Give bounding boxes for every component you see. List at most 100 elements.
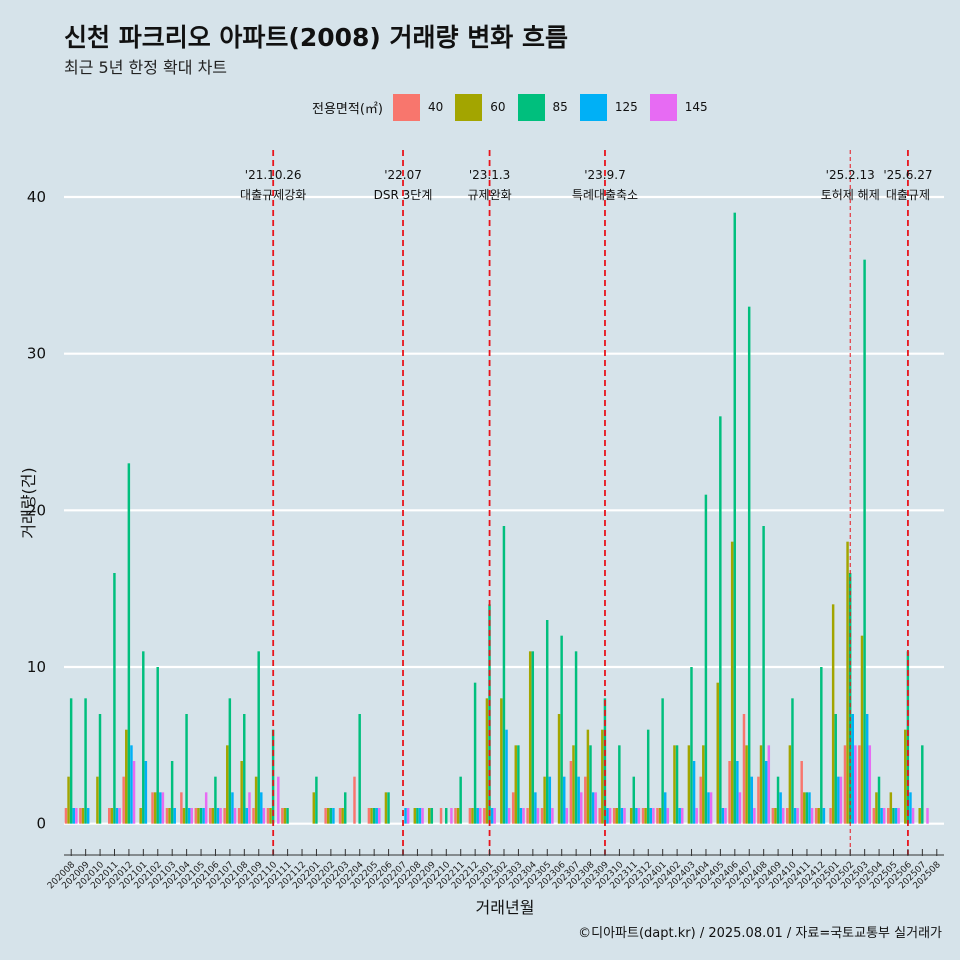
- bar-202210-40: [439, 808, 443, 824]
- y-tick-label-40: 40: [27, 188, 46, 206]
- bar-202302-145: [507, 808, 511, 824]
- bar-202311-145: [637, 808, 641, 824]
- bar-202008-85: [69, 698, 73, 824]
- legend-swatch-145: [649, 93, 677, 121]
- bar-202310-145: [623, 808, 626, 824]
- bar-202105-125: [202, 808, 205, 824]
- legend-swatch-40: [392, 93, 420, 121]
- bar-202205-85: [372, 808, 376, 824]
- bar-202202-60: [326, 808, 330, 824]
- bar-202102-40: [151, 792, 154, 824]
- bar-202307-85: [574, 651, 578, 824]
- bar-202110-85: [271, 729, 275, 824]
- bar-202110-145: [277, 776, 280, 824]
- bar-202210-85: [445, 808, 448, 824]
- bar-202303-85: [517, 745, 520, 824]
- bars: [64, 212, 929, 824]
- bar-202503-40: [858, 745, 861, 824]
- bar-202304-60: [528, 651, 532, 824]
- bar-202008-125: [72, 808, 75, 824]
- bar-202407-60: [745, 745, 748, 824]
- bar-202105-145: [204, 792, 208, 824]
- bar-202107-145: [233, 808, 237, 824]
- bar-202305-60: [543, 776, 546, 824]
- bar-202104-85: [185, 714, 188, 824]
- bar-202302-60: [500, 698, 503, 824]
- bar-202411-40: [800, 761, 803, 824]
- bar-202205-125: [375, 808, 378, 824]
- bar-202504-145: [882, 808, 886, 824]
- bar-202302-125: [505, 729, 508, 824]
- bar-202505-40: [887, 808, 890, 824]
- bar-202503-85: [863, 259, 866, 824]
- bar-202105-40: [194, 808, 198, 824]
- bar-202406-145: [738, 792, 742, 824]
- bar-202408-40: [757, 776, 760, 824]
- bar-202102-60: [153, 792, 157, 824]
- bar-202409-40: [771, 808, 775, 824]
- bar-202310-125: [620, 808, 624, 824]
- event-date-1: '22.07: [384, 168, 422, 182]
- bar-202304-40: [526, 808, 529, 824]
- chart-title: 신천 파크리오 아파트(2008) 거래량 변화 흐름: [64, 23, 568, 52]
- bar-202407-125: [750, 776, 754, 824]
- bar-202410-125: [793, 808, 797, 824]
- bar-202111-60: [283, 808, 287, 824]
- bar-202308-85: [589, 745, 592, 824]
- bar-202208-85: [416, 808, 419, 824]
- bar-202402-85: [675, 745, 679, 824]
- bar-202212-125: [476, 808, 479, 824]
- bar-202309-60: [601, 729, 604, 824]
- bar-202507-145: [926, 808, 929, 824]
- bar-202304-125: [534, 792, 537, 824]
- bar-202312-85: [646, 729, 650, 824]
- bar-202109-40: [252, 808, 255, 824]
- bar-202506-60: [904, 729, 907, 824]
- bar-202303-40: [511, 792, 515, 824]
- bar-202505-125: [894, 808, 898, 824]
- bar-202406-60: [730, 541, 734, 824]
- bar-202405-145: [724, 808, 727, 824]
- bar-202202-85: [329, 808, 333, 824]
- bar-202203-40: [338, 808, 342, 824]
- bar-202108-60: [240, 761, 243, 824]
- bar-202308-125: [591, 792, 595, 824]
- bar-202507-60: [918, 808, 921, 824]
- bar-202010-85: [98, 714, 102, 824]
- bar-202404-85: [704, 494, 708, 824]
- bar-202403-125: [692, 761, 696, 824]
- bar-202104-145: [190, 808, 193, 824]
- legend-label-125: 125: [614, 100, 638, 114]
- bar-202107-60: [226, 745, 229, 824]
- legend: 전용면적(㎡) 40 60 85 125 145: [312, 92, 720, 122]
- bar-202205-145: [378, 808, 381, 824]
- bar-202309-125: [606, 808, 609, 824]
- bar-202409-60: [774, 808, 777, 824]
- bar-202504-85: [877, 776, 881, 824]
- bar-202501-60: [831, 604, 835, 824]
- bar-202109-145: [262, 808, 266, 824]
- bar-202107-40: [223, 808, 226, 824]
- bar-202212-85: [473, 682, 477, 824]
- bar-202504-60: [875, 792, 878, 824]
- bar-202401-40: [656, 808, 659, 824]
- bar-202208-125: [418, 808, 422, 824]
- bar-202209-60: [427, 808, 431, 824]
- bar-202405-125: [721, 808, 725, 824]
- bar-202310-85: [618, 745, 621, 824]
- bar-202306-145: [565, 808, 569, 824]
- bar-202303-145: [522, 808, 525, 824]
- bar-202306-125: [563, 776, 566, 824]
- bar-202011-125: [115, 808, 119, 824]
- bar-202308-60: [586, 729, 590, 824]
- bar-202404-60: [702, 745, 705, 824]
- bar-202306-60: [557, 714, 561, 824]
- bar-202012-40: [122, 776, 125, 824]
- bar-202504-125: [880, 808, 883, 824]
- bar-202309-145: [608, 808, 612, 824]
- legend-item-60: 60: [455, 93, 506, 121]
- bar-202103-40: [165, 808, 169, 824]
- bar-202101-85: [142, 651, 145, 824]
- bar-202408-125: [764, 761, 768, 824]
